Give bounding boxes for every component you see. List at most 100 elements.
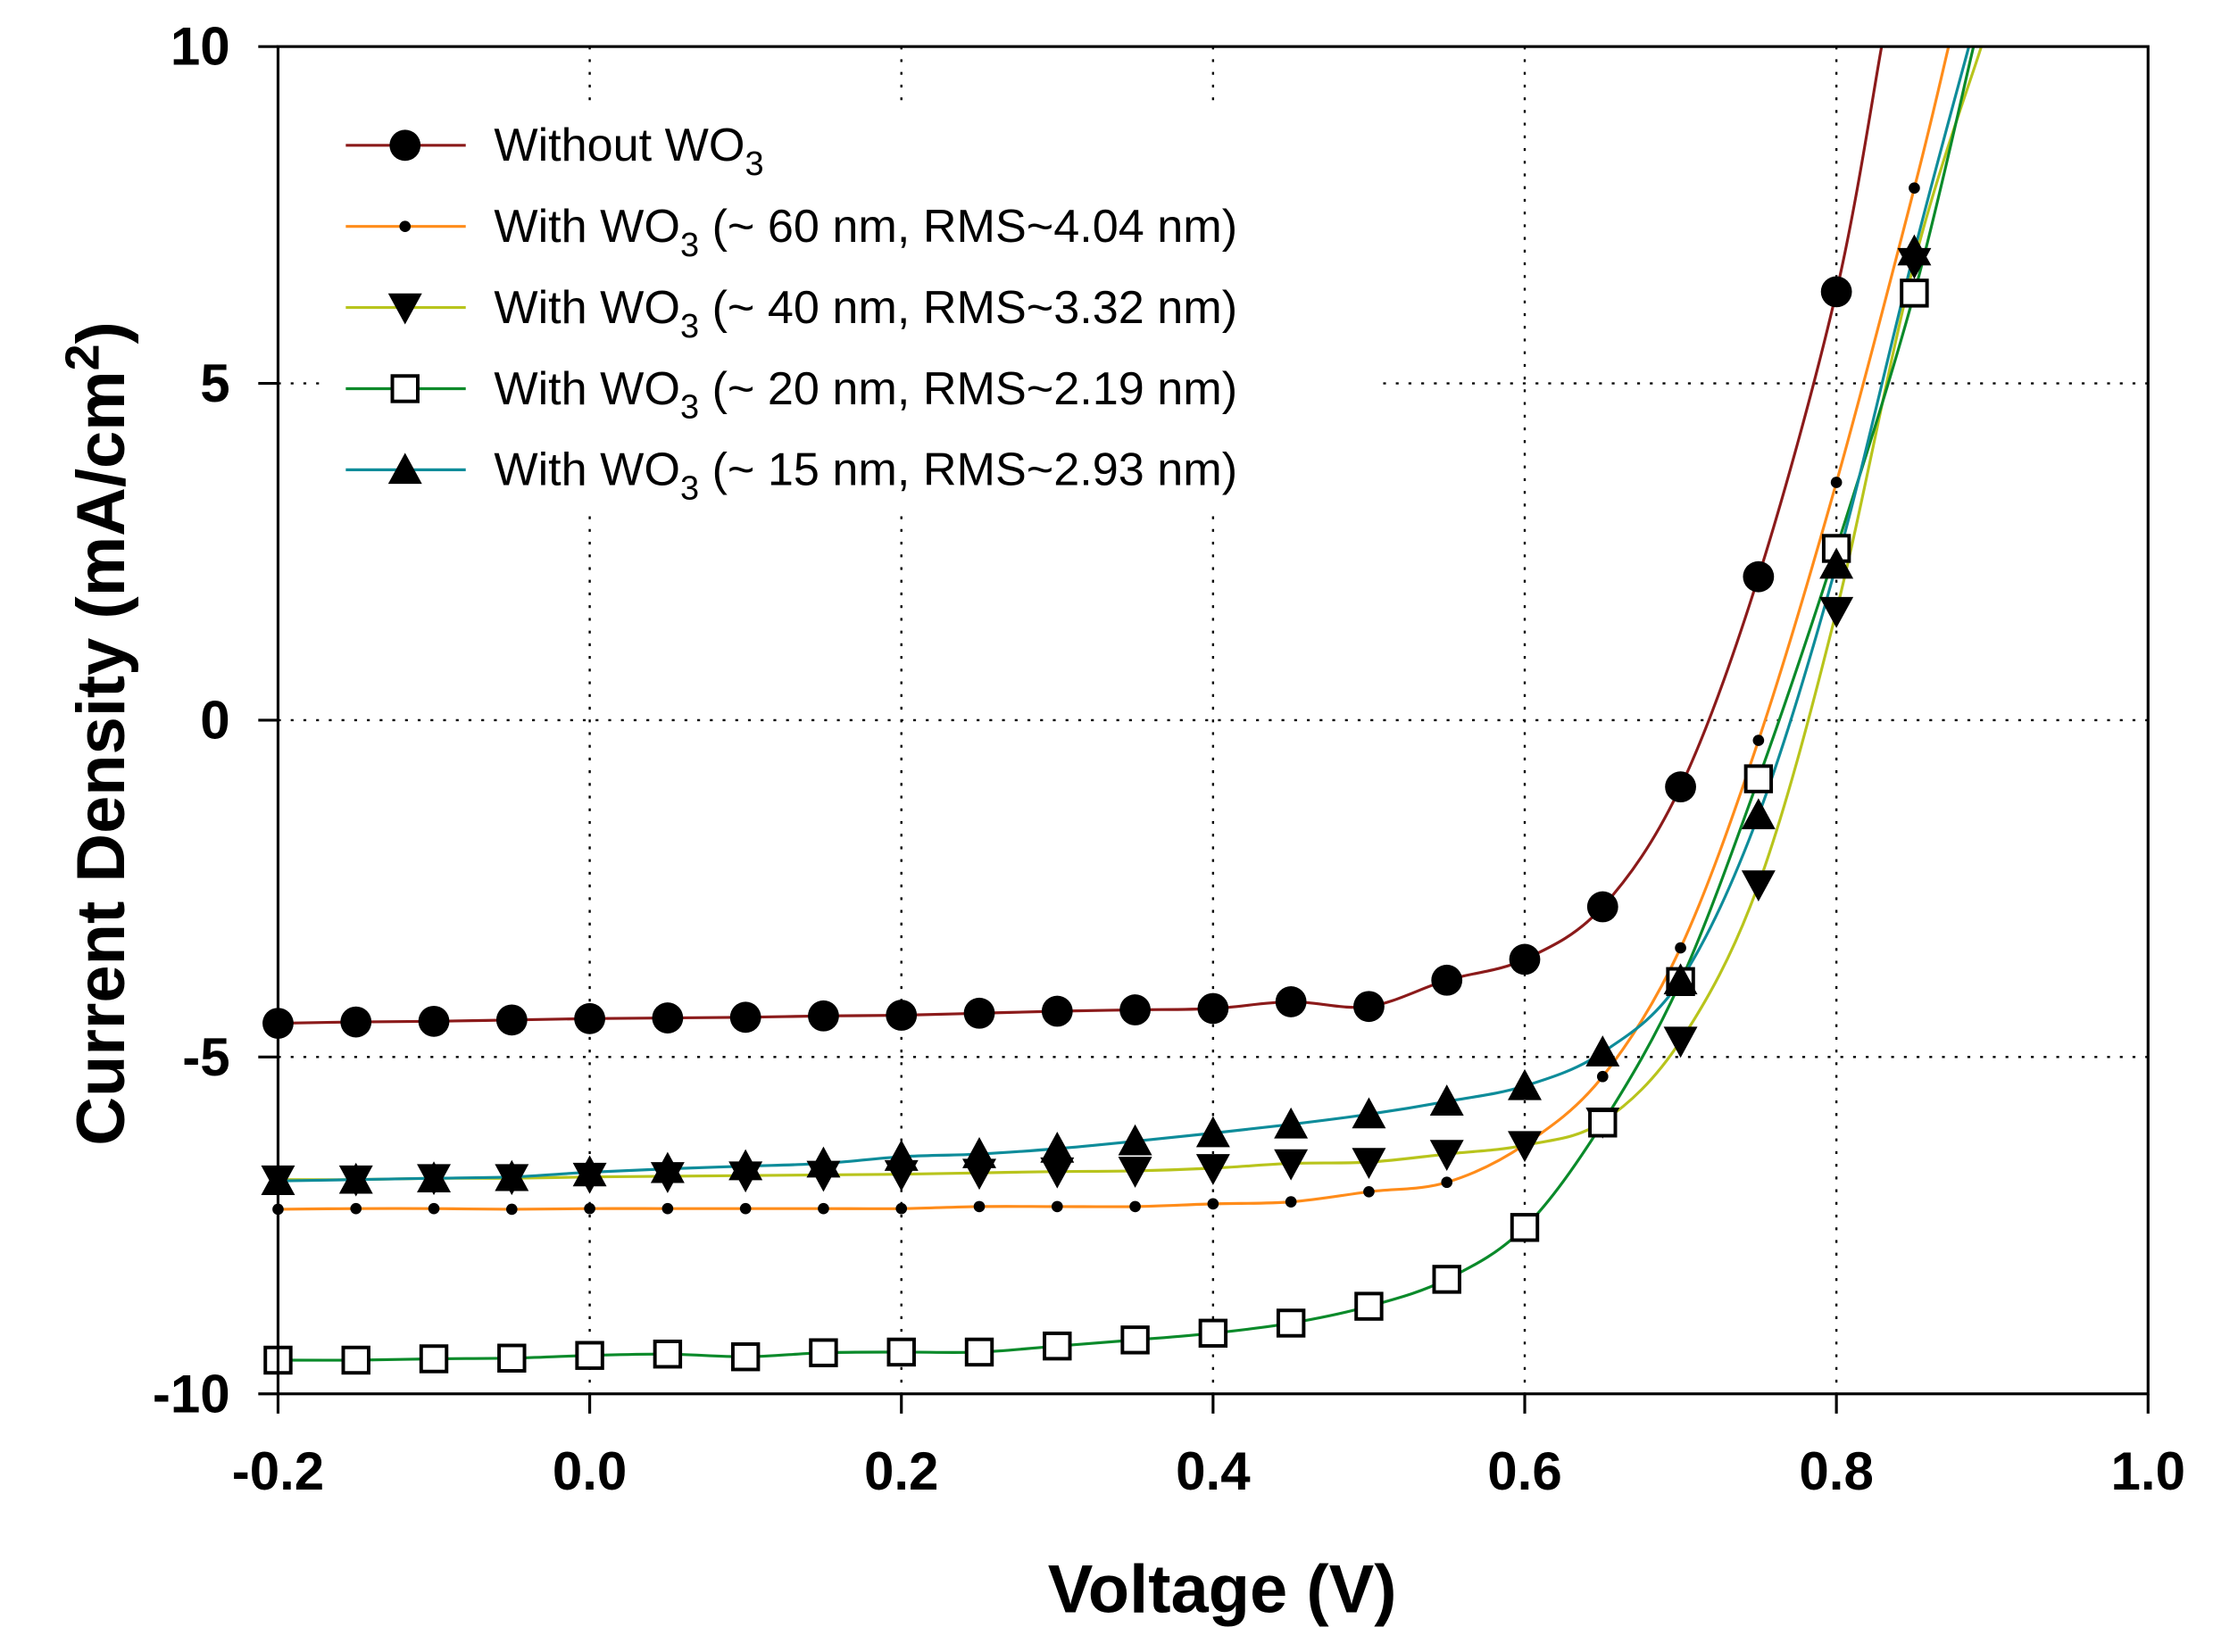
legend-label-detail: (~ 15 nm, RMS~2.93 nm) <box>699 444 1237 496</box>
legend-label-text: With WO <box>494 444 680 496</box>
triangle-down-marker <box>1195 1154 1230 1185</box>
triangle-up-marker <box>1897 234 1932 266</box>
triangle-up-marker <box>1508 1068 1542 1100</box>
grid-lines <box>278 46 2149 1394</box>
legend-item: With WO3 (~ 40 nm, RMS~3.32 nm) <box>345 282 1237 345</box>
dot-marker <box>739 1202 752 1215</box>
square-marker <box>1120 1325 1150 1355</box>
triangle-down-marker <box>1663 1026 1698 1058</box>
square-marker <box>730 1342 761 1372</box>
dot-marker <box>1909 182 1920 194</box>
legend-label: Without WO3 <box>494 120 763 183</box>
circle-marker <box>389 129 421 162</box>
legend-label-subscript: 3 <box>680 227 699 264</box>
circle-marker <box>1665 771 1696 803</box>
legend-background <box>327 101 1384 511</box>
x-axis-label: Voltage (V) <box>1048 1552 1397 1628</box>
triangle-down-marker <box>1274 1149 1309 1181</box>
square-marker <box>1276 1308 1306 1338</box>
x-tick-label: 0.8 <box>1799 1441 1874 1501</box>
dot-marker <box>1596 1070 1609 1083</box>
square-marker <box>1900 278 1929 308</box>
dot-marker <box>1675 942 1686 954</box>
circle-marker <box>1353 991 1385 1023</box>
legend-label-text: With WO <box>494 201 680 253</box>
triangle-up-marker <box>1429 1084 1464 1116</box>
dot-marker <box>895 1202 908 1215</box>
series-markers-3 <box>263 278 1929 1375</box>
triangle-up-marker <box>728 1149 763 1181</box>
y-axis-label: Current Density (mA/cm2) <box>56 321 139 1146</box>
legend-label: With WO3 (~ 40 nm, RMS~3.32 nm) <box>494 282 1237 345</box>
triangle-down-marker <box>1352 1148 1386 1180</box>
series-group <box>261 46 1983 1375</box>
dot-marker <box>1363 1185 1375 1198</box>
triangle-down-marker <box>1508 1131 1542 1163</box>
legend-item: Without WO3 <box>345 120 764 183</box>
x-tick-label: 0.2 <box>864 1441 939 1501</box>
legend-label-text: With WO <box>494 363 680 415</box>
legend-label-subscript: 3 <box>680 470 699 508</box>
circle-marker <box>574 1002 605 1034</box>
square-marker <box>1510 1213 1540 1242</box>
triangle-up-marker <box>1352 1097 1386 1129</box>
circle-marker <box>1820 276 1852 308</box>
triangle-down-marker <box>1040 1157 1075 1189</box>
square-marker <box>341 1345 370 1375</box>
square-marker <box>1588 1108 1618 1138</box>
dot-marker <box>1752 735 1765 746</box>
legend-item: With WO3 (~ 20 nm, RMS~2.19 nm) <box>345 363 1237 427</box>
y-tick-label: 5 <box>200 353 229 413</box>
dot-marker <box>1441 1176 1453 1189</box>
axis-ticks: -0.2 0.0 0.2 0.4 0.6 0.8 1.0 -10 -5 0 5 10 <box>153 17 2185 1502</box>
legend-label-subscript: 3 <box>680 308 699 345</box>
legend-label: With WO3 (~ 60 nm, RMS~4.04 nm) <box>494 201 1237 264</box>
series-markers-1 <box>272 182 1920 1216</box>
dot-marker <box>428 1202 440 1215</box>
triangle-up-marker <box>1195 1116 1230 1148</box>
square-marker <box>1354 1291 1384 1321</box>
circle-marker <box>1275 986 1307 1017</box>
y-axis-label-sup: 2 <box>56 344 110 370</box>
legend-label-detail: (~ 20 nm, RMS~2.19 nm) <box>699 363 1237 415</box>
circle-marker <box>1197 992 1229 1025</box>
dot-marker <box>1830 477 1843 488</box>
circle-marker <box>886 1000 918 1031</box>
triangle-up-marker <box>884 1140 919 1171</box>
dot-marker <box>1051 1200 1063 1213</box>
triangle-down-marker <box>1118 1157 1152 1188</box>
triangle-up-marker <box>495 1159 529 1191</box>
triangle-down-marker <box>1819 596 1854 628</box>
dot-marker <box>661 1202 674 1215</box>
triangle-up-marker <box>1741 798 1776 830</box>
triangle-up-marker <box>962 1137 996 1168</box>
triangle-up-marker <box>1819 547 1854 579</box>
y-tick-label: -10 <box>153 1364 230 1424</box>
triangle-up-marker <box>387 452 422 485</box>
dot-marker <box>1207 1198 1219 1210</box>
circle-marker <box>652 1002 684 1034</box>
dot-marker <box>399 220 412 233</box>
circle-marker <box>495 1004 528 1036</box>
x-tick-label: 0.6 <box>1487 1441 1562 1501</box>
dot-marker <box>584 1202 595 1215</box>
dot-marker <box>818 1202 829 1215</box>
square-marker <box>886 1337 916 1367</box>
dot-marker <box>350 1202 362 1215</box>
dot-marker <box>505 1203 518 1216</box>
circle-marker <box>808 1000 839 1032</box>
triangle-up-marker <box>806 1146 841 1178</box>
x-tick-label: 0.0 <box>553 1441 628 1501</box>
y-tick-label: 10 <box>171 17 230 77</box>
square-marker <box>964 1337 994 1367</box>
legend-label-subscript: 3 <box>745 145 763 183</box>
legend-label-detail: (~ 40 nm, RMS~3.32 nm) <box>699 282 1237 334</box>
legend-label-text: Without WO <box>494 120 745 171</box>
triangle-down-marker <box>1429 1140 1464 1171</box>
square-marker <box>653 1339 683 1369</box>
legend-label-subscript: 3 <box>680 389 699 427</box>
circle-marker <box>1586 891 1618 923</box>
series-markers-0 <box>262 276 1852 1039</box>
triangle-up-marker <box>1040 1132 1075 1163</box>
dot-marker <box>1129 1200 1141 1213</box>
